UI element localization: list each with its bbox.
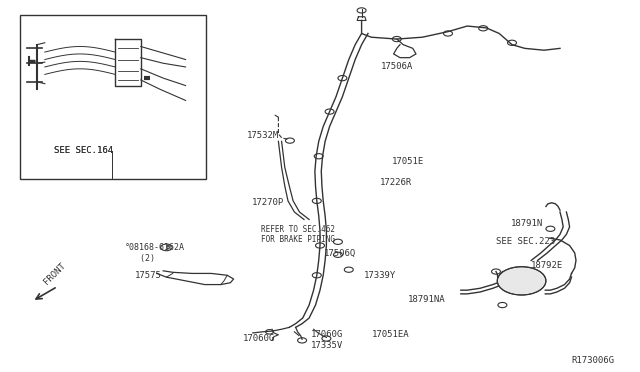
Text: 17575: 17575 xyxy=(134,271,161,280)
Circle shape xyxy=(497,267,546,295)
Text: 17339Y: 17339Y xyxy=(364,271,396,280)
Text: 17226R: 17226R xyxy=(380,178,412,187)
Text: SEE SEC.164: SEE SEC.164 xyxy=(54,146,113,155)
Text: SEE SEC.223: SEE SEC.223 xyxy=(496,237,555,246)
Text: 17335V: 17335V xyxy=(310,341,342,350)
Text: 17051E: 17051E xyxy=(392,157,424,166)
Text: REFER TO SEC.462
FOR BRAKE PIPING: REFER TO SEC.462 FOR BRAKE PIPING xyxy=(261,225,335,244)
Text: B: B xyxy=(166,245,170,250)
Text: 18791N: 18791N xyxy=(511,219,543,228)
Text: 17532M: 17532M xyxy=(246,131,278,140)
Text: 17051EA: 17051EA xyxy=(372,330,410,339)
Text: R173006G: R173006G xyxy=(572,356,614,365)
Bar xyxy=(20,15,206,179)
Text: 17060G: 17060G xyxy=(243,334,275,343)
Text: 17270P: 17270P xyxy=(252,198,284,207)
Text: 18792E: 18792E xyxy=(531,262,563,270)
Text: 18791NA: 18791NA xyxy=(408,295,446,304)
Text: 17506A: 17506A xyxy=(381,62,413,71)
Text: 17060G: 17060G xyxy=(310,330,342,339)
Text: °08168-6162A
   (2): °08168-6162A (2) xyxy=(125,243,185,263)
Text: 17506Q: 17506Q xyxy=(324,248,356,257)
Text: FRONT: FRONT xyxy=(42,261,67,286)
Text: SEE SEC.164: SEE SEC.164 xyxy=(54,146,113,155)
